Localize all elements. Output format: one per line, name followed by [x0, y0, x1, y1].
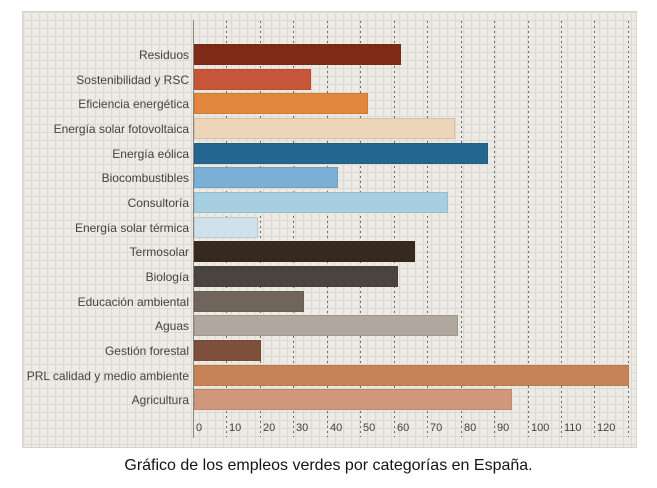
chart-caption: Gráfico de los empleos verdes por catego…: [124, 457, 533, 474]
category-label: Agricultura: [131, 393, 189, 407]
x-tick-label-20: 20: [263, 422, 276, 434]
bar-15: [194, 389, 512, 410]
bar-1: [194, 44, 401, 65]
bar-10: [194, 266, 398, 287]
category-label: Energía solar térmica: [74, 221, 189, 235]
bar-5: [194, 143, 488, 164]
x-tick-label-120: 120: [597, 422, 616, 434]
gridline-x-80: [461, 21, 462, 437]
x-tick-label-60: 60: [397, 422, 410, 434]
y-axis-line: [193, 20, 194, 438]
category-label: Consultoría: [127, 196, 189, 210]
gridline-x-110: [561, 21, 562, 437]
gridline-x-90: [494, 21, 495, 437]
x-tick-label-90: 90: [497, 422, 510, 434]
category-label: Energía eólica: [112, 147, 189, 161]
x-tick-label-0: 0: [196, 422, 203, 434]
x-tick-label-80: 80: [464, 422, 477, 434]
category-label: Termosolar: [129, 245, 189, 259]
category-label: Educación ambiental: [77, 295, 189, 309]
gridline-x-120: [594, 21, 595, 437]
x-tick-label-40: 40: [330, 422, 343, 434]
bar-7: [194, 192, 448, 213]
category-label: Energía solar fotovoltaica: [53, 122, 189, 136]
x-tick-label-30: 30: [296, 422, 309, 434]
x-tick-label-100: 100: [531, 422, 550, 434]
bar-4: [194, 118, 455, 139]
gridline-x-50: [360, 21, 361, 437]
bar-12: [194, 315, 458, 336]
bar-2: [194, 69, 311, 90]
x-tick-label-110: 110: [564, 422, 582, 434]
x-tick-label-50: 50: [363, 422, 376, 434]
gridline-x-70: [427, 21, 428, 437]
gridline-x-100: [528, 21, 529, 437]
x-tick-label-70: 70: [430, 422, 443, 434]
bar-14: [194, 365, 629, 386]
category-label: Eficiencia energética: [78, 97, 189, 111]
category-label: Biocombustibles: [101, 171, 189, 185]
category-label: Residuos: [138, 48, 189, 62]
bar-11: [194, 291, 304, 312]
category-label: PRL calidad y medio ambiente: [26, 369, 189, 383]
bar-8: [194, 217, 258, 238]
gridline-x-60: [394, 21, 395, 437]
bar-13: [194, 340, 261, 361]
chart-area: Residuos Sostenibilidad y RSC Eficiencia e…: [22, 11, 637, 448]
category-label: Biología: [145, 270, 189, 284]
category-label: Sostenibilidad y RSC: [76, 73, 189, 87]
bar-6: [194, 167, 338, 188]
gridline-x-30: [293, 21, 294, 437]
bar-3: [194, 93, 368, 114]
gridline-x-130: [628, 21, 629, 437]
category-label: Aguas: [154, 319, 189, 333]
gridline-x-40: [327, 21, 328, 437]
category-label: Gestión forestal: [104, 344, 189, 358]
x-tick-label-10: 10: [229, 422, 242, 434]
bar-9: [194, 241, 415, 262]
plot-area: Residuos Sostenibilidad y RSC Eficiencia e…: [23, 12, 636, 447]
gridline-x-20: [260, 21, 261, 437]
